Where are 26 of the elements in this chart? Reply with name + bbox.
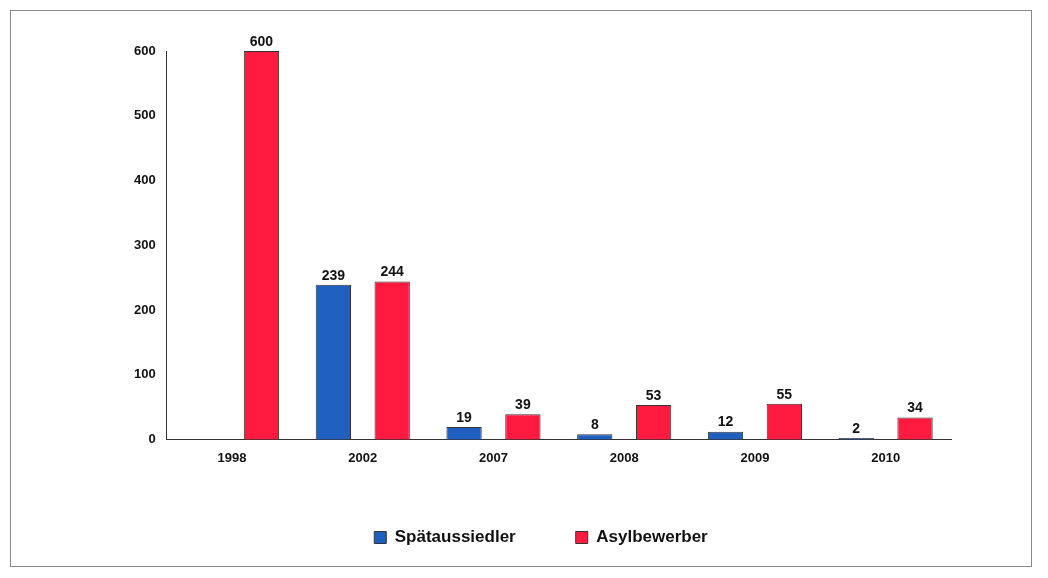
data-label: 239: [321, 266, 346, 283]
legend-label: Asylbewerber: [596, 527, 709, 547]
data-label: 2: [852, 419, 861, 436]
data-label: 8: [590, 416, 599, 433]
x-tick-label: 2007: [479, 449, 508, 465]
data-label: 19: [456, 408, 473, 425]
y-tick-label: 400: [133, 172, 156, 188]
x-tick-label: 2002: [348, 449, 378, 465]
data-label: 600: [249, 32, 274, 49]
y-tick-label: 200: [133, 301, 156, 317]
legend-label: Spätaussiedler: [394, 527, 517, 547]
y-tick-label: 500: [133, 107, 156, 123]
y-tick-label: 0: [148, 430, 156, 446]
x-tick-label: 2008: [609, 449, 639, 465]
data-label: 34: [907, 399, 924, 416]
y-tick-label: 600: [133, 42, 156, 58]
data-label: 244: [380, 263, 405, 280]
y-tick-label: 100: [133, 366, 156, 382]
y-tick-label: 300: [133, 236, 156, 252]
x-tick-label: 1998: [217, 449, 247, 465]
x-tick-label: 2010: [871, 449, 901, 465]
x-tick-label: 2009: [740, 449, 770, 465]
data-label: 53: [645, 386, 662, 403]
data-label: 12: [717, 413, 734, 430]
data-label: 39: [515, 396, 531, 413]
data-label: 55: [776, 385, 793, 402]
